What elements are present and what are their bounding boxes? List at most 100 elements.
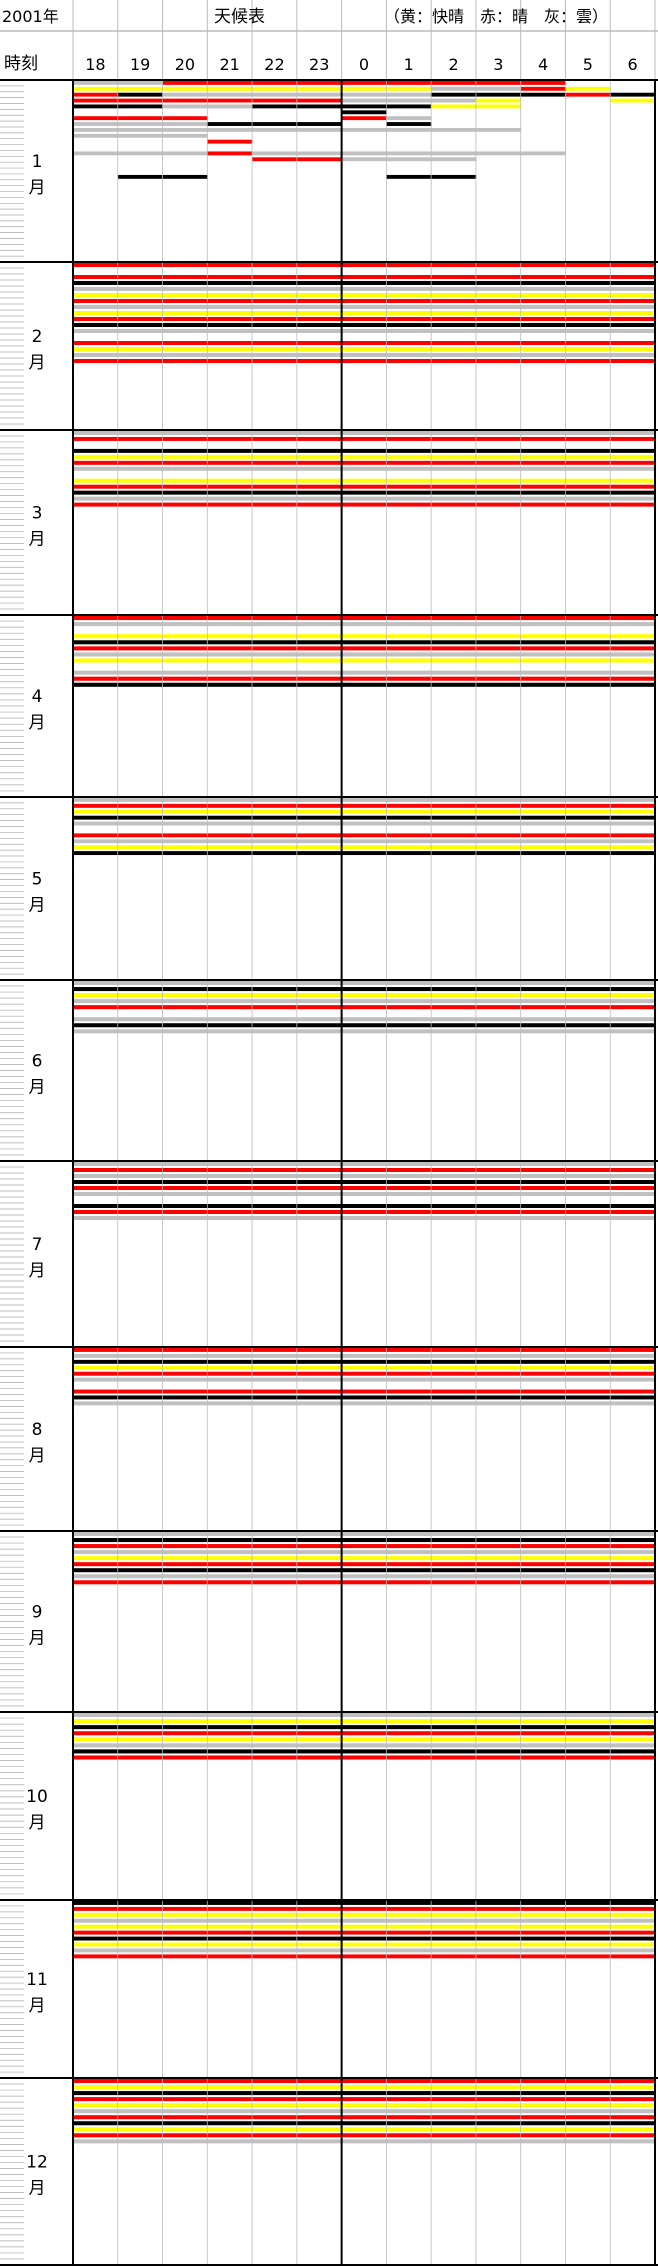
weather-cell	[431, 1930, 477, 1935]
weather-cell	[117, 616, 164, 621]
weather-cell	[117, 1029, 164, 1034]
weather-cell	[207, 652, 253, 657]
weather-cell	[117, 1954, 164, 1959]
month-label-box	[25, 1212, 71, 1296]
weather-cell	[73, 993, 119, 998]
weather-cell	[341, 431, 387, 435]
weather-cell	[207, 2109, 253, 2114]
weather-cell	[252, 299, 298, 303]
weather-cell	[520, 341, 566, 345]
weather-cell	[207, 293, 253, 297]
weather-cell	[610, 341, 656, 345]
weather-cell	[386, 490, 432, 495]
weather-cell	[565, 1389, 611, 1394]
weather-cell	[296, 682, 343, 687]
month-label-box	[25, 664, 71, 748]
weather-cell	[610, 1005, 656, 1010]
weather-cell	[252, 2115, 298, 2120]
weather-cell	[475, 803, 522, 808]
weather-cell	[207, 1719, 253, 1724]
weather-cell	[207, 478, 253, 483]
weather-cell	[610, 305, 656, 309]
hour-tick-label: 18	[85, 55, 105, 74]
weather-cell	[565, 484, 611, 489]
weather-cell	[610, 803, 656, 808]
weather-cell	[341, 502, 387, 507]
weather-cell	[117, 1936, 164, 1941]
weather-cell	[207, 502, 253, 507]
weather-cell	[162, 1562, 208, 1567]
weather-cell	[431, 2079, 477, 2084]
weather-cell	[296, 1737, 343, 1742]
weather-cell	[431, 305, 477, 309]
weather-cell	[117, 1755, 164, 1760]
weather-cell	[296, 436, 343, 441]
weather-cell	[475, 622, 522, 627]
weather-cell	[252, 281, 298, 285]
weather-cell	[565, 293, 611, 297]
weather-cell	[162, 652, 208, 657]
weather-cell	[162, 1210, 208, 1214]
weather-cell	[520, 634, 566, 639]
weather-cell	[162, 490, 208, 495]
weather-cell	[117, 640, 164, 645]
weather-cell	[520, 2103, 566, 2108]
weather-cell	[386, 1395, 432, 1400]
weather-cell	[565, 323, 611, 327]
hour-tick-label: 21	[220, 55, 240, 74]
weather-cell	[296, 341, 343, 345]
weather-cell	[475, 646, 522, 651]
weather-cell	[117, 1918, 164, 1923]
weather-cell	[73, 1580, 119, 1585]
weather-cell	[341, 448, 387, 453]
weather-cell	[431, 92, 477, 97]
weather-cell	[610, 1017, 656, 1022]
weather-cell	[341, 809, 387, 814]
weather-cell	[252, 1749, 298, 1754]
weather-cell	[610, 616, 656, 621]
weather-cell	[207, 682, 253, 687]
weather-cell	[117, 1186, 164, 1190]
weather-cell	[207, 1948, 253, 1953]
weather-cell	[475, 305, 522, 309]
weather-cell	[565, 1906, 611, 1911]
weather-cell	[73, 1918, 119, 1923]
weather-cell	[162, 682, 208, 687]
weather-cell	[520, 454, 566, 459]
month-suffix: 月	[29, 896, 46, 916]
weather-cell	[341, 1755, 387, 1760]
weather-cell	[117, 490, 164, 495]
weather-cell	[475, 1731, 522, 1736]
weather-cell	[73, 1532, 119, 1537]
weather-cell	[431, 2097, 477, 2102]
weather-cell	[162, 1005, 208, 1010]
weather-cell	[520, 999, 566, 1004]
weather-cell	[475, 1906, 522, 1911]
hour-tick-label: 2	[448, 55, 458, 74]
weather-cell	[207, 987, 253, 992]
weather-cell	[207, 1743, 253, 1748]
weather-cell	[162, 1216, 208, 1220]
weather-cell	[252, 1948, 298, 1953]
weather-cell	[296, 1574, 343, 1579]
weather-cell	[117, 815, 164, 820]
weather-cell	[520, 1371, 566, 1376]
weather-cell	[252, 1550, 298, 1555]
weather-cell	[207, 1731, 253, 1736]
weather-cell	[341, 2127, 387, 2132]
weather-cell	[565, 1755, 611, 1760]
weather-cell	[162, 263, 208, 267]
weather-cell	[386, 1359, 432, 1364]
weather-cell	[386, 263, 432, 267]
weather-cell	[341, 1954, 387, 1959]
weather-cell	[520, 1017, 566, 1022]
weather-cell	[341, 1725, 387, 1730]
weather-cell	[73, 448, 119, 453]
weather-cell	[117, 92, 164, 97]
month-number: 9	[32, 1603, 43, 1623]
weather-cell	[252, 1924, 298, 1929]
weather-cell	[341, 1906, 387, 1911]
weather-cell	[207, 1532, 253, 1537]
month-label-box	[25, 1764, 71, 1848]
weather-cell	[207, 1562, 253, 1567]
